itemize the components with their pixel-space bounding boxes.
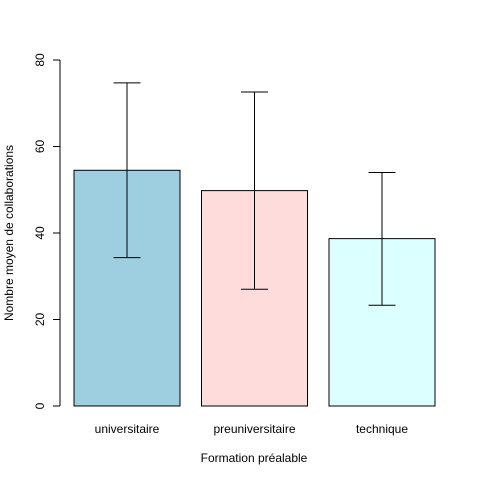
- x-tick-labels: universitaire preuniversitaire technique: [95, 422, 409, 436]
- x-tick-label: universitaire: [95, 422, 160, 436]
- x-tick-label: technique: [356, 422, 408, 436]
- error-bars-group: [113, 82, 396, 306]
- y-axis: 0 20 40 60 80: [33, 53, 61, 409]
- bars-group: [73, 169, 436, 407]
- y-tick-label: 20: [33, 313, 47, 327]
- y-tick-label: 80: [33, 53, 47, 67]
- y-tick-label: 0: [33, 402, 47, 409]
- y-tick-label: 40: [33, 226, 47, 240]
- x-axis-title: Formation préalable: [201, 451, 308, 465]
- y-axis-title: Nombre moyen de collaborations: [2, 145, 16, 321]
- y-tick-label: 60: [33, 140, 47, 154]
- x-tick-label: preuniversitaire: [213, 422, 295, 436]
